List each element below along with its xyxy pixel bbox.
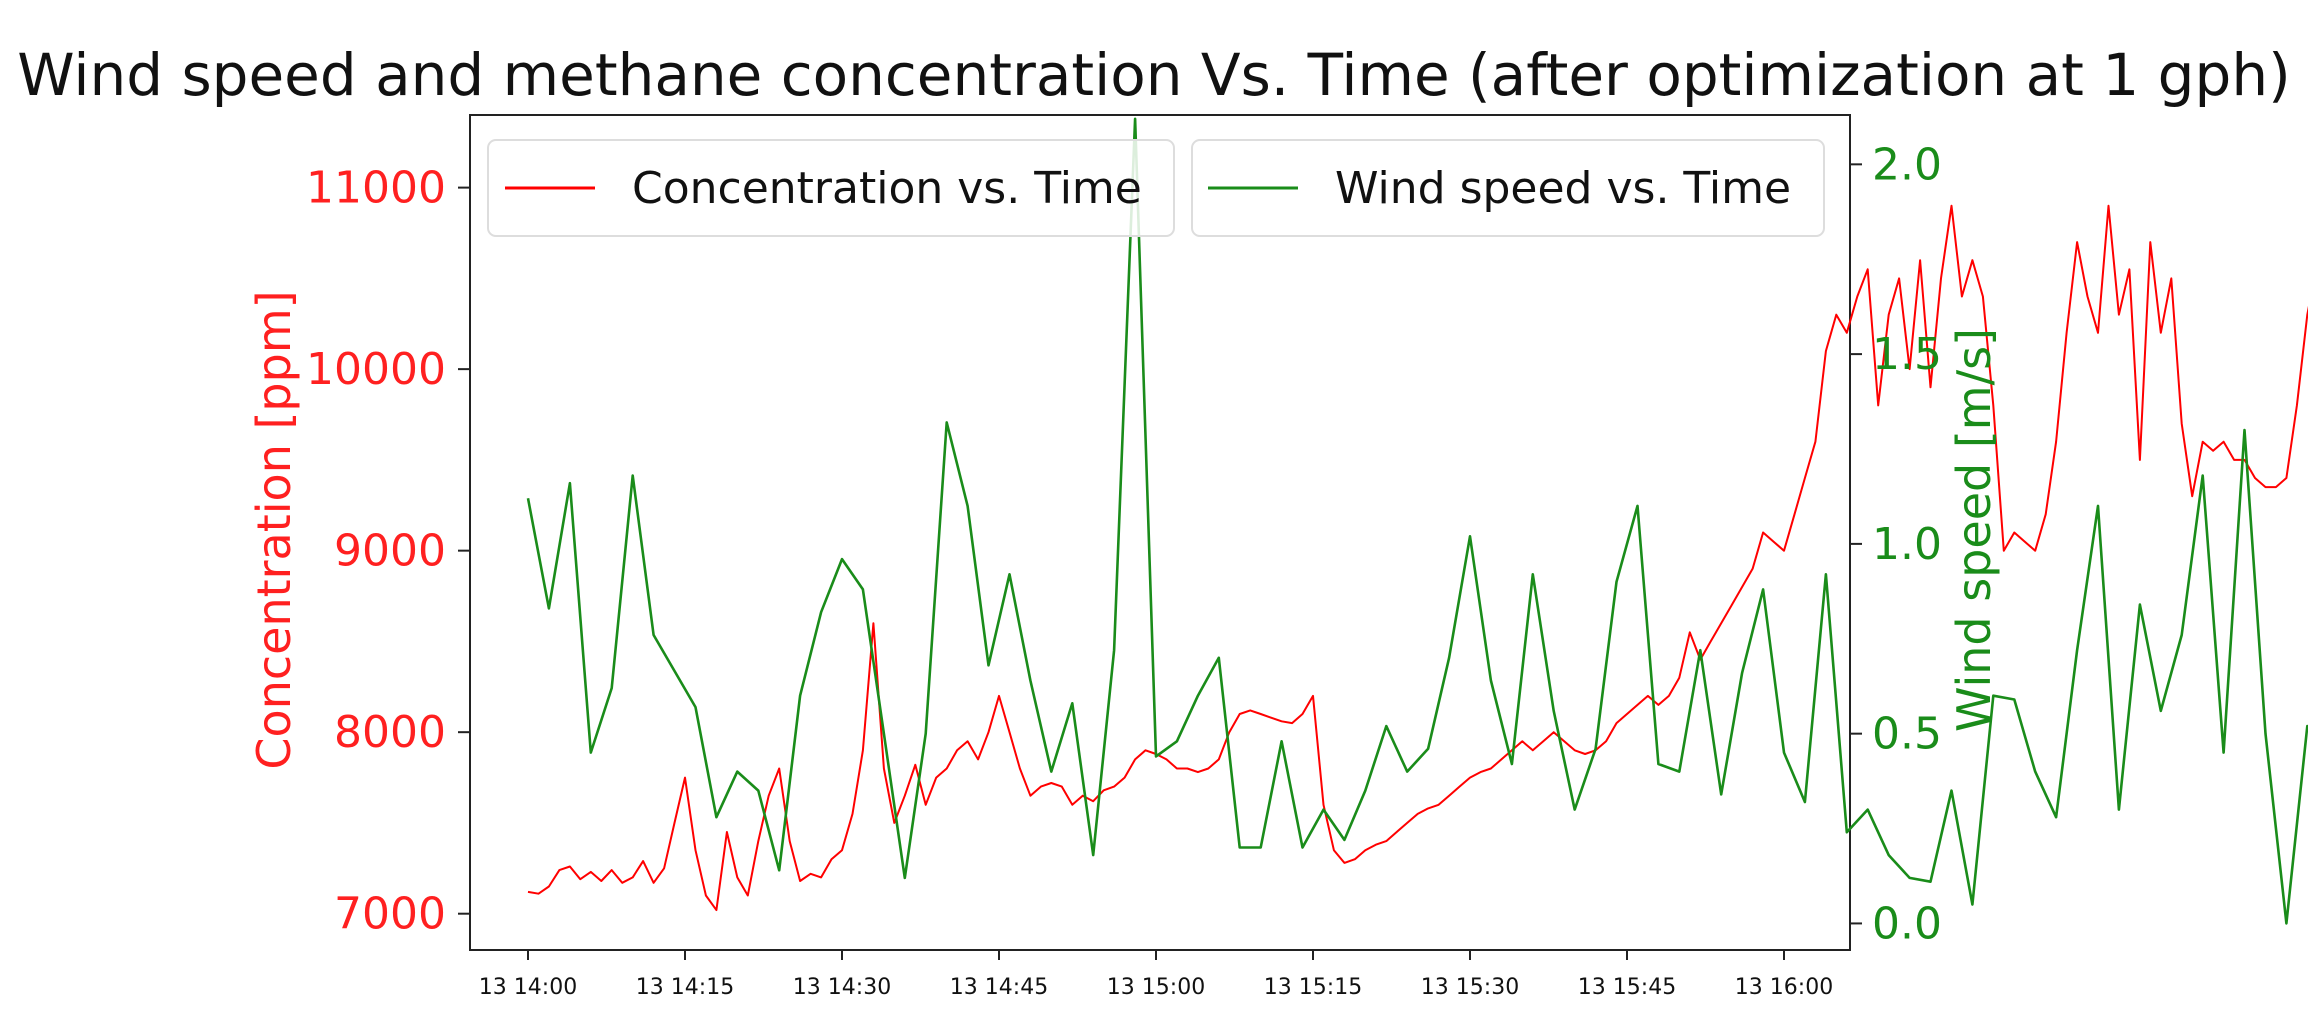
y-right-tick-label: 0.0 (1872, 898, 1942, 949)
legend-concentration: Concentration vs. Time (487, 139, 1175, 237)
legend-box-wind (1191, 139, 1825, 237)
x-tick-label: 13 14:15 (636, 975, 734, 1000)
y-left-axis-label: Concentration [ppm] (247, 290, 301, 769)
legend-label-concentration: Concentration vs. Time (632, 163, 1142, 214)
legend-box-concentration (487, 139, 1175, 237)
y-right-tick-label: 0.5 (1872, 709, 1942, 760)
y-right-tick-label: 2.0 (1872, 139, 1942, 190)
x-axis-ticks: 13 14:00 13 14:15 13 14:30 13 14:45 13 15:00… (479, 950, 1833, 1000)
plot-area (469, 114, 1851, 951)
x-tick-label: 13 14:30 (793, 975, 891, 1000)
y-left-tick-label: 8000 (334, 707, 446, 758)
y-right-axis-ticks: 0.0 0.5 1.0 1.5 2.0 (1850, 139, 1942, 949)
y-right-tick-label: 1.5 (1872, 329, 1942, 380)
y-left-tick-label: 9000 (334, 526, 446, 577)
x-tick-label: 13 15:00 (1107, 975, 1205, 1000)
x-tick-label: 13 14:45 (950, 975, 1048, 1000)
chart-title: Wind speed and methane concentration Vs.… (17, 41, 2290, 109)
y-right-axis-label: Wind speed [m/s] (1947, 328, 2001, 732)
x-tick-label: 13 15:45 (1578, 975, 1676, 1000)
y-left-tick-label: 11000 (306, 163, 446, 214)
legend-label-wind: Wind speed vs. Time (1335, 163, 1791, 214)
series-line-concentration (527, 204, 2308, 912)
legend-wind: Wind speed vs. Time (1191, 139, 1825, 237)
y-left-tick-label: 7000 (334, 889, 446, 940)
x-tick-label: 13 15:15 (1264, 975, 1362, 1000)
y-left-axis-ticks: 7000 8000 9000 10000 11000 (306, 163, 470, 940)
series-line-wind-speed (526, 117, 2308, 925)
x-tick-label: 13 16:00 (1735, 975, 1833, 1000)
y-right-tick-label: 1.0 (1872, 519, 1942, 570)
x-tick-label: 13 15:30 (1421, 975, 1519, 1000)
series-layer (526, 117, 2308, 925)
x-tick-label: 13 14:00 (479, 975, 577, 1000)
y-left-tick-label: 10000 (306, 344, 446, 395)
